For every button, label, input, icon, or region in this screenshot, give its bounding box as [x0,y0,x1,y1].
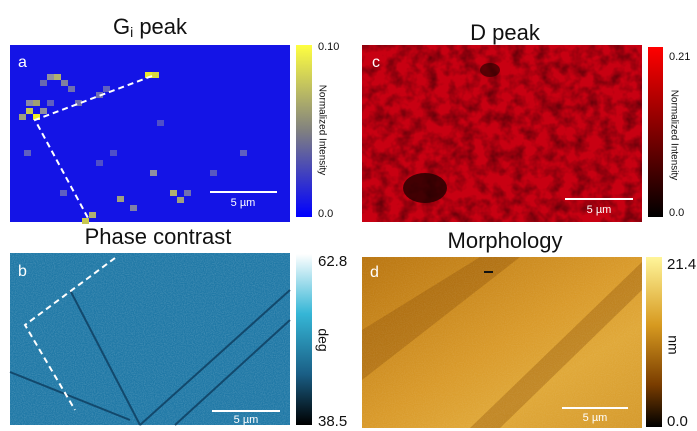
scale-bar-label: 5 µm [231,197,256,209]
map-pixel [96,160,103,166]
dark-spot [480,63,500,77]
map-pixel [117,196,124,202]
map-pixel [184,190,191,196]
map-pixel [152,72,159,78]
map-pixel [47,74,54,80]
panel-title: D peak [470,20,541,45]
map-pixel [177,197,184,203]
map-texture [10,253,290,425]
panel-label: a [18,54,27,71]
map-pixel [54,74,61,80]
map-pixel [24,150,31,156]
panel-label: c [372,54,380,71]
map-pixel [68,86,75,92]
panel-title: Phase contrast [85,224,232,249]
colorbar-max: 21.4 [667,256,696,273]
colorbar [648,47,663,217]
colorbar-label: nm [665,335,681,354]
map-pixel [33,100,40,106]
title-rest: peak [133,14,188,39]
colorbar-min: 0.0 [669,207,684,219]
map-pixel [47,100,54,106]
scale-bar-label: 5 µm [587,204,612,216]
colorbar-label: deg [315,328,331,351]
map-pixel [89,212,96,218]
map-pixel [60,190,67,196]
map-pixel [240,150,247,156]
map-pixel [61,80,68,86]
colorbar-label: Normalized Intensity [316,85,327,176]
map-pixel [40,80,47,86]
dark-spot [403,173,447,203]
panel-title: Gi peak [113,14,188,40]
map-pixel [103,86,110,92]
map-pixel [19,114,26,120]
colorbar [296,254,312,425]
map-pixel [150,170,157,176]
colorbar-min: 0.0 [667,413,688,430]
map-pixel [157,120,164,126]
map-pixel [210,170,217,176]
panel-label: d [370,264,379,281]
scale-bar-label: 5 µm [583,412,608,424]
map-pixel [110,150,117,156]
colorbar-min: 38.5 [318,413,347,430]
panel-title: Morphology [448,228,563,253]
colorbar-max: 62.8 [318,253,347,270]
colorbar [646,257,662,427]
map-texture [362,257,642,428]
colorbar [296,45,312,217]
colorbar-max: 0.21 [669,51,690,63]
map-pixel [26,108,33,114]
figure: Gi peak 5 µm a 0.10 0.0 Normalized Inten… [0,0,697,431]
map-pixel [26,100,33,106]
map-pixel [40,108,47,114]
colorbar-label: Normalized Intensity [668,90,679,181]
map-pixel [170,190,177,196]
map-background [10,45,290,222]
scale-bar-label: 5 µm [234,414,259,426]
colorbar-min: 0.0 [318,208,333,220]
map-pixel [130,205,137,211]
title-main: G [113,14,130,39]
map-texture [362,45,642,222]
panel-label: b [18,263,27,280]
colorbar-max: 0.10 [318,41,339,53]
